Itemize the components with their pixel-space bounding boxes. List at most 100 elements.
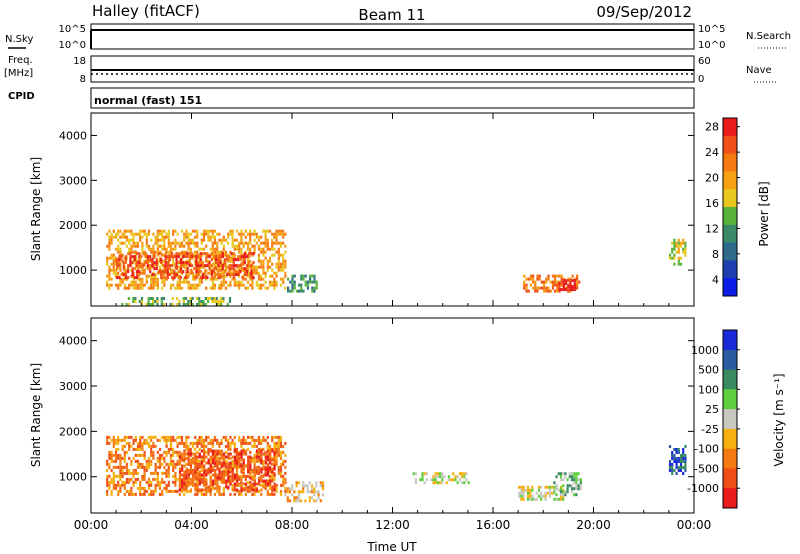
velocity-cell [191, 477, 195, 481]
power-cell [221, 264, 224, 268]
power-cell [244, 235, 247, 239]
power-cell [220, 280, 223, 284]
power-cell [567, 285, 570, 289]
power-cell [313, 286, 316, 290]
power-cell [175, 258, 178, 262]
power-cell [189, 241, 192, 245]
power-cell [161, 253, 164, 257]
power-cell [196, 283, 199, 287]
velocity-cell [154, 468, 157, 472]
power-cell [569, 288, 572, 292]
velocity-cell [183, 480, 186, 484]
power-cell [289, 289, 292, 293]
power-cell [684, 244, 687, 248]
power-cell [219, 264, 222, 268]
velocity-cell [192, 473, 195, 477]
velocity-cell [557, 488, 560, 492]
velocity-cell [266, 462, 269, 466]
power-cell [249, 238, 252, 242]
power-cell [543, 280, 546, 284]
velocity-cell [227, 467, 230, 471]
velocity-cell [677, 451, 680, 454]
velocity-cell [185, 452, 188, 456]
velocity-cell [273, 485, 276, 489]
velocity-cell [531, 497, 534, 501]
power-cell [151, 258, 154, 262]
power-cell [191, 238, 195, 242]
velocity-cell [216, 476, 219, 480]
power-cell [123, 274, 126, 278]
velocity-cell [227, 438, 230, 442]
velocity-cell [531, 485, 534, 489]
velocity-cell [119, 468, 122, 472]
velocity-cell [145, 459, 148, 463]
velocity-cell [211, 458, 215, 462]
power-cell [198, 283, 201, 287]
power-cell [106, 262, 109, 266]
velocity-cell [684, 466, 687, 469]
power-cell [243, 258, 246, 262]
velocity-cell [555, 493, 558, 497]
power-cell [284, 259, 287, 263]
power-cell [213, 277, 217, 281]
velocity-cell [573, 487, 576, 491]
power-cell [195, 270, 198, 274]
power-cell [122, 261, 125, 265]
velocity-cell [136, 486, 140, 490]
velocity-cell [106, 480, 109, 484]
velocity-cell [295, 484, 298, 488]
power-cell [118, 261, 121, 265]
velocity-cell [564, 475, 567, 479]
velocity-cell [194, 452, 197, 456]
velocity-cell [310, 496, 314, 500]
power-cell [246, 256, 250, 260]
power-cell [242, 232, 245, 236]
colorbar-swatch [723, 153, 737, 172]
velocity-cell [282, 444, 285, 448]
velocity-cell [238, 452, 241, 456]
power-cell [246, 247, 250, 251]
velocity-cell [169, 489, 173, 493]
velocity-cell [220, 461, 223, 465]
power-cell [268, 256, 272, 260]
power-cell [152, 283, 155, 287]
power-cell [119, 241, 122, 245]
velocity-cell [275, 441, 278, 445]
power-cell [237, 270, 240, 274]
velocity-cell [575, 487, 578, 491]
power-cell [144, 261, 147, 265]
power-cell [309, 274, 312, 278]
power-cell [275, 262, 278, 266]
power-cell [182, 300, 185, 303]
colorbar-swatch [723, 409, 737, 430]
velocity-cell [150, 462, 153, 466]
power-cell [114, 268, 118, 272]
power-cell [157, 252, 161, 256]
power-cell [289, 280, 292, 284]
velocity-cell [150, 450, 153, 454]
velocity-cell [185, 456, 188, 460]
power-cell [249, 271, 252, 275]
velocity-cell [205, 473, 208, 477]
velocity-cell [181, 455, 184, 459]
power-cell [187, 238, 190, 242]
power-cell [275, 232, 278, 236]
power-cell [240, 235, 243, 239]
velocity-cell [277, 471, 280, 475]
velocity-cell [244, 438, 247, 442]
power-cell [163, 283, 166, 287]
velocity-cell [218, 476, 221, 480]
velocity-cell [161, 435, 164, 439]
colorbar-tick-label: -100 [694, 443, 719, 456]
power-cell [264, 244, 267, 248]
velocity-cell [249, 485, 252, 489]
power-cell [138, 258, 141, 262]
velocity-cell [145, 468, 148, 472]
power-cell [162, 276, 165, 280]
power-cell [204, 264, 207, 268]
power-cell [132, 250, 135, 254]
power-cell [164, 261, 167, 265]
power-cell [117, 271, 120, 275]
power-cell [190, 270, 194, 274]
power-cell [249, 235, 252, 239]
